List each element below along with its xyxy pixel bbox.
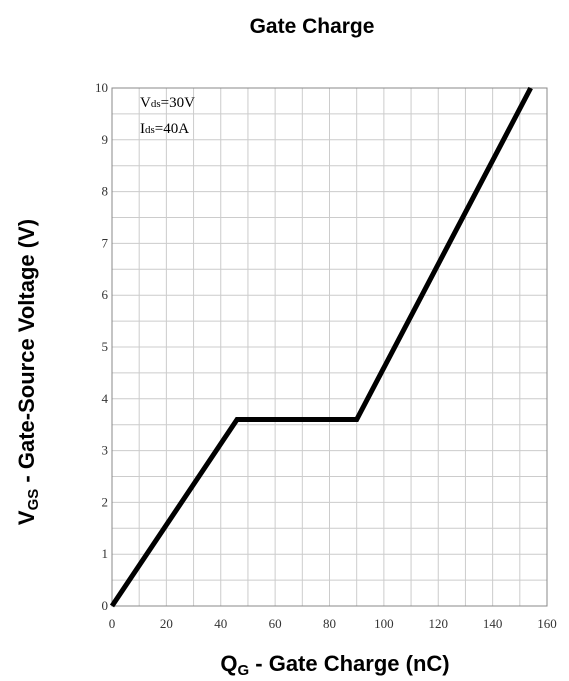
x-tick-labels: 0 20 40 60 80 100 120 140 160 bbox=[109, 616, 557, 631]
annotation-ids: Ids=40A bbox=[140, 121, 189, 137]
grid bbox=[112, 88, 547, 606]
x-tick-label: 20 bbox=[160, 616, 173, 631]
y-tick-label: 7 bbox=[102, 235, 109, 250]
y-tick-label: 2 bbox=[102, 494, 109, 509]
y-axis-label: VGS - Gate-Source Voltage (V) bbox=[14, 219, 42, 525]
y-tick-label: 4 bbox=[102, 391, 109, 406]
x-tick-label: 60 bbox=[269, 616, 282, 631]
x-tick-label: 140 bbox=[483, 616, 503, 631]
x-axis-label: QG - Gate Charge (nC) bbox=[220, 651, 449, 679]
x-tick-label: 0 bbox=[109, 616, 116, 631]
plot-frame bbox=[111, 87, 548, 607]
y-tick-label: 5 bbox=[102, 339, 109, 354]
y-tick-label: 0 bbox=[102, 598, 109, 613]
series-line-vgs bbox=[109, 86, 533, 608]
annotations: Vds=30V Ids=40A bbox=[140, 95, 195, 137]
chart-title: Gate Charge bbox=[250, 15, 375, 38]
y-tick-label: 6 bbox=[102, 287, 109, 302]
y-tick-label: 9 bbox=[102, 132, 109, 147]
x-tick-label: 120 bbox=[429, 616, 449, 631]
x-tick-label: 80 bbox=[323, 616, 336, 631]
y-tick-label: 10 bbox=[95, 80, 108, 95]
y-tick-label: 8 bbox=[102, 184, 109, 199]
x-tick-label: 100 bbox=[374, 616, 394, 631]
x-tick-label: 40 bbox=[214, 616, 227, 631]
series-layer bbox=[109, 86, 533, 608]
y-tick-label: 1 bbox=[102, 546, 109, 561]
y-tick-label: 3 bbox=[102, 443, 109, 458]
y-tick-labels: 0 1 2 3 4 5 6 7 8 9 10 bbox=[95, 80, 109, 613]
x-tick-label: 160 bbox=[537, 616, 557, 631]
annotation-vds: Vds=30V bbox=[140, 95, 195, 111]
